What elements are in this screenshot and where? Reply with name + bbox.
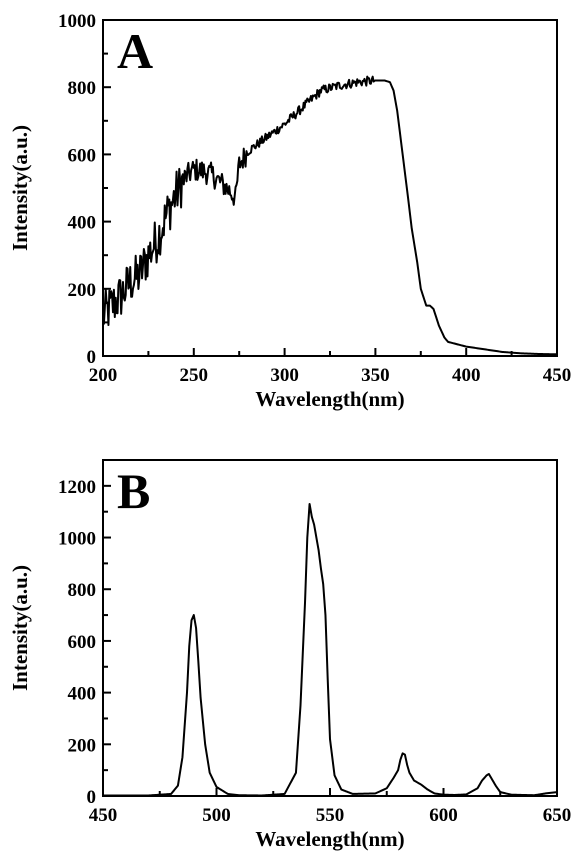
plot-frame xyxy=(102,19,558,357)
y-tick-label: 200 xyxy=(68,280,97,301)
y-tick-label: 400 xyxy=(68,684,97,705)
y-tick-label: 1200 xyxy=(58,477,96,498)
x-tick-label: 400 xyxy=(452,365,481,386)
panel-letter: A xyxy=(117,23,153,79)
x-tick-label: 450 xyxy=(89,805,118,826)
series-line xyxy=(103,502,558,797)
x-axis-label: Wavelength(nm) xyxy=(255,387,404,411)
x-tick-label: 500 xyxy=(202,805,231,826)
series-line xyxy=(102,75,558,356)
panel-letter: B xyxy=(117,463,150,519)
y-axis-label: Intensity(a.u.) xyxy=(8,125,32,251)
y-tick-label: 1000 xyxy=(58,529,96,550)
panel-b: 450 500 550 600 650 0 200 400 600 800 1000 1200 Wave… xyxy=(8,459,572,851)
y-tick-label: 800 xyxy=(68,580,97,601)
y-tick-label: 400 xyxy=(68,213,97,234)
y-tick-label: 600 xyxy=(68,145,97,166)
y-tick-label: 1000 xyxy=(58,11,96,32)
x-tick-label: 300 xyxy=(270,365,299,386)
x-tick-label: 650 xyxy=(543,805,572,826)
x-tick-label: 600 xyxy=(429,805,458,826)
x-tick-label: 450 xyxy=(543,365,572,386)
y-tick-label: 0 xyxy=(87,787,97,808)
x-axis-label: Wavelength(nm) xyxy=(255,827,404,851)
panel-a: 200 250 300 350 400 45002004006008001000Wavel… xyxy=(8,11,571,411)
x-tick-label: 550 xyxy=(316,805,345,826)
y-tick-label: 600 xyxy=(68,632,97,653)
x-tick-label: 200 xyxy=(89,365,118,386)
y-tick-label: 800 xyxy=(68,78,97,99)
y-tick-label: 200 xyxy=(68,735,97,756)
x-tick-label: 250 xyxy=(180,365,209,386)
x-tick-label: 350 xyxy=(361,365,390,386)
y-tick-label: 0 xyxy=(87,347,97,368)
y-axis-label: Intensity(a.u.) xyxy=(8,565,32,691)
